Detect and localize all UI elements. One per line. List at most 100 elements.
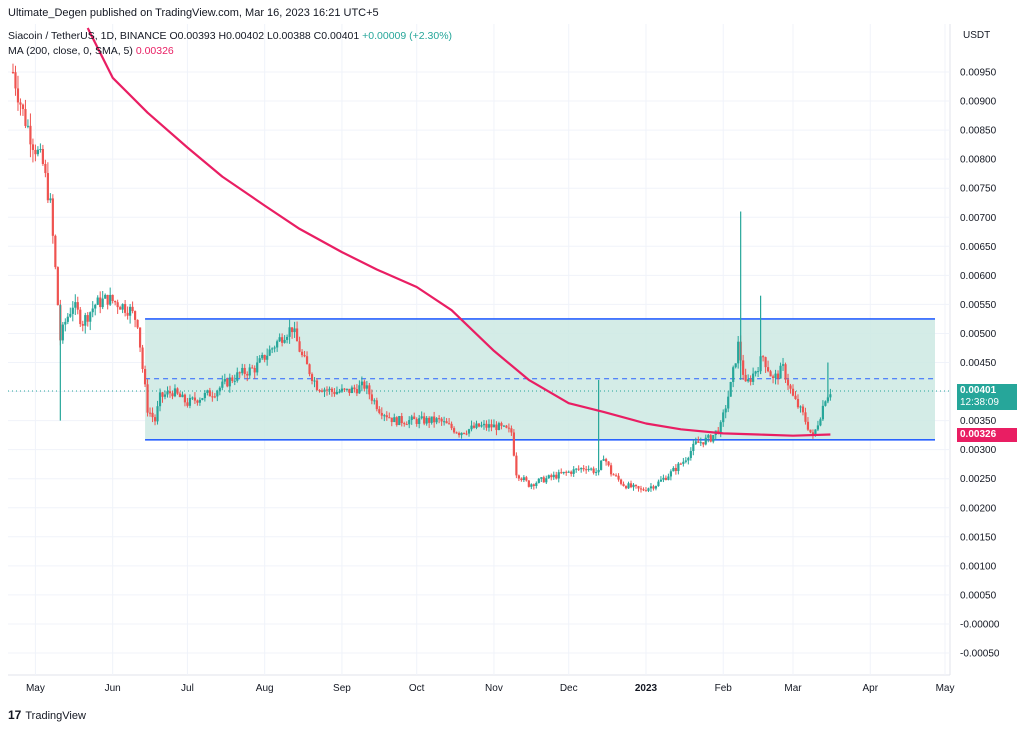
candle-body <box>590 468 593 470</box>
candle-body <box>445 421 448 424</box>
candle-body <box>143 369 147 385</box>
candle-body <box>749 379 752 382</box>
axis-unit: USDT <box>963 30 991 41</box>
candle-body <box>447 423 451 425</box>
candle-body <box>183 394 187 403</box>
candle-body <box>288 327 291 337</box>
candle-body <box>724 408 727 413</box>
candle-body <box>268 349 271 356</box>
candle-body <box>647 488 650 491</box>
bar-countdown: 12:38:09 <box>960 396 999 408</box>
candle-body <box>31 144 35 150</box>
candle-body <box>253 368 256 373</box>
candle-body <box>171 393 174 397</box>
candle-body <box>490 424 493 428</box>
candle-body <box>512 432 515 456</box>
ohlc-values: O0.00393 H0.00402 L0.00388 C0.00401 <box>169 30 360 42</box>
candle-body <box>248 367 251 376</box>
candle-body <box>809 429 812 433</box>
candle-body <box>403 423 406 425</box>
ma-label: MA (200, close, 0, SMA, 5) <box>8 45 133 57</box>
y-tick-label: 0.00650 <box>960 242 997 253</box>
candle-body <box>308 364 311 375</box>
candle-body <box>572 469 575 474</box>
candle-body <box>76 302 79 310</box>
candle-body <box>560 472 563 474</box>
y-tick-label: 0.00450 <box>960 358 997 369</box>
candle-body <box>687 457 690 461</box>
y-tick-label: 0.00050 <box>960 590 997 601</box>
candle-body <box>430 416 433 423</box>
candle-body <box>742 360 745 375</box>
candle-body <box>517 475 520 479</box>
candle-body <box>677 463 680 472</box>
candle-body <box>71 307 74 314</box>
candle-body <box>435 418 438 423</box>
candle-body <box>405 424 408 426</box>
candle-body <box>609 465 613 475</box>
range-fill <box>145 318 936 440</box>
price-change: +0.00009 (+2.30%) <box>362 30 453 42</box>
candle-body <box>161 392 164 397</box>
candle-body <box>138 327 142 348</box>
candle-body <box>505 425 508 428</box>
candle-body <box>644 490 648 492</box>
candle-body <box>166 391 169 395</box>
candle-body <box>86 315 89 322</box>
candle-body <box>318 390 321 392</box>
candle-body <box>729 381 732 397</box>
candle-body <box>385 415 388 418</box>
candle-body <box>614 475 618 477</box>
candle-body <box>515 455 518 476</box>
candle-body <box>816 425 820 430</box>
last-price-tag: 0.00401 12:38:09 <box>957 383 1017 410</box>
candle-body <box>443 421 446 423</box>
candle-body <box>477 423 481 427</box>
candle-body <box>480 425 483 427</box>
candle-body <box>440 418 443 422</box>
candle-body <box>173 388 177 397</box>
x-tick-label: Mar <box>784 683 802 694</box>
candle-body <box>203 392 206 399</box>
candle-body <box>141 347 144 370</box>
candle-body <box>637 486 640 489</box>
candle-body <box>223 378 226 382</box>
ma-legend[interactable]: MA (200, close, 0, SMA, 5) 0.00326 <box>8 45 174 57</box>
candle-body <box>722 412 725 423</box>
tradingview-footer[interactable]: 17 TradingView <box>8 708 86 722</box>
candle-body <box>96 297 99 305</box>
last-price: 0.00401 <box>960 384 997 396</box>
candle-body <box>148 412 152 414</box>
candle-body <box>794 395 797 399</box>
candle-body <box>527 480 530 487</box>
candle-body <box>323 389 326 392</box>
candle-body <box>181 394 184 398</box>
symbol-legend[interactable]: Siacoin / TetherUS, 1D, BINANCE O0.00393… <box>8 30 452 42</box>
symbol-name: Siacoin / TetherUS, 1D, BINANCE <box>8 30 167 42</box>
candle-body <box>428 417 431 423</box>
candle-body <box>278 337 281 342</box>
candle-body <box>472 425 476 428</box>
candle-body <box>467 429 471 434</box>
candle-body <box>91 308 94 313</box>
candle-body <box>510 428 513 433</box>
candle-body <box>674 467 677 472</box>
candle-body <box>293 328 296 333</box>
range-box <box>8 318 950 441</box>
candle-body <box>221 381 224 388</box>
candle-body <box>595 471 598 473</box>
candle-body <box>44 163 47 174</box>
candle-body <box>634 484 638 487</box>
candle-body <box>532 484 535 487</box>
candle-body <box>585 469 588 471</box>
candle-body <box>186 402 189 406</box>
candle-body <box>111 294 114 302</box>
tradingview-logo: 17 <box>8 708 22 722</box>
x-tick-label: May <box>936 683 955 694</box>
candle-body <box>24 109 27 126</box>
candle-body <box>699 442 702 444</box>
ma-price: 0.00326 <box>960 428 997 440</box>
candle-body <box>46 173 49 201</box>
candle-body <box>101 298 104 308</box>
